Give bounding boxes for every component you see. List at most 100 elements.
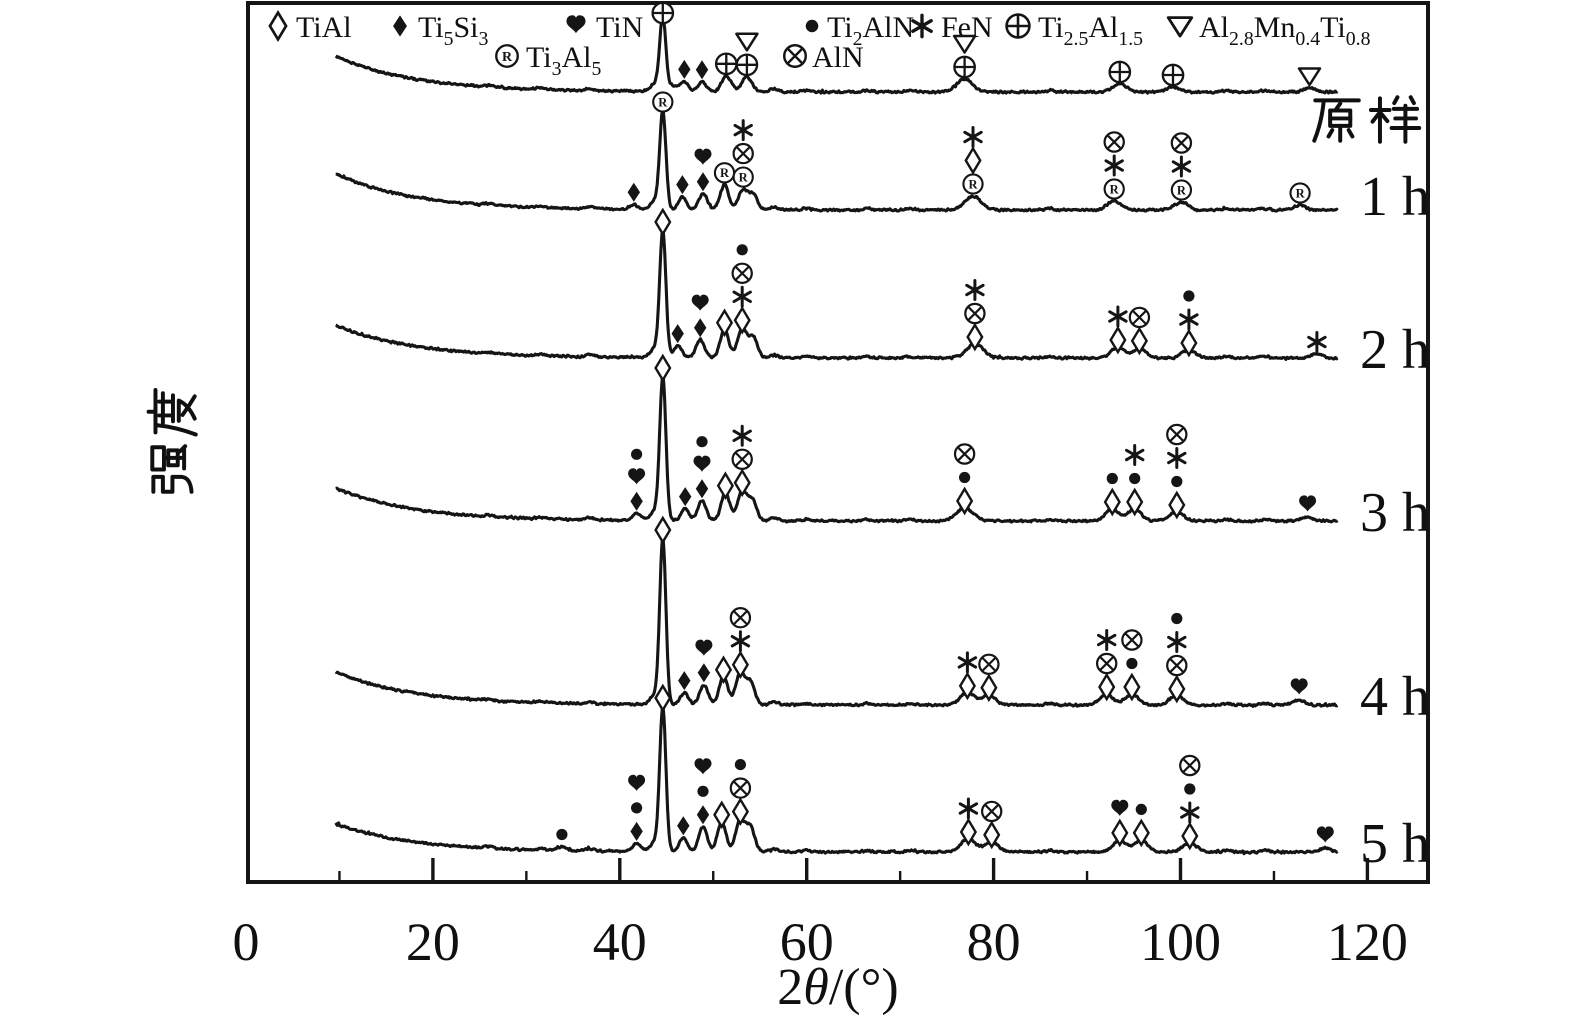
asterisk-icon — [1307, 331, 1327, 353]
diamondOpen-icon — [1103, 487, 1121, 517]
dot-icon — [631, 448, 643, 460]
circleX-icon — [729, 777, 752, 799]
circlePlus-icon — [735, 53, 759, 77]
diamondFilled-icon — [678, 59, 691, 79]
x-tick-label-120: 120 — [1327, 912, 1408, 972]
asterisk-icon — [1124, 444, 1145, 466]
svg-text:R: R — [720, 166, 730, 180]
x-tick-label-60: 60 — [780, 912, 834, 972]
dot-icon — [1129, 472, 1141, 485]
diamondOpen-icon — [956, 486, 974, 516]
diamondOpen-icon — [714, 655, 733, 685]
diamondFilled-icon — [630, 491, 643, 511]
svg-text:R: R — [739, 171, 749, 185]
dot-icon — [1106, 472, 1118, 485]
circleR-icon: R — [652, 91, 674, 113]
diamondFilled-icon — [696, 172, 710, 192]
diamondOpen-icon — [1126, 487, 1144, 517]
legend-label: Al2.8Mn0.4Ti0.8 — [1199, 11, 1371, 50]
circleX-icon — [1179, 754, 1201, 777]
legend-item-fen — [911, 13, 933, 39]
xrd-curve-2h — [334, 228, 1339, 361]
diamondOpen-icon — [1098, 672, 1116, 702]
diamondOpen-icon — [1130, 326, 1148, 356]
circlePlus-icon — [651, 1, 675, 25]
svg-text:R: R — [1110, 182, 1120, 196]
legend-triangleDown-icon — [1166, 16, 1194, 38]
heart-icon — [695, 639, 713, 656]
series-label-原样 — [1312, 95, 1422, 144]
circleX-icon — [953, 443, 976, 465]
heart-icon — [1111, 799, 1129, 816]
dot-icon — [1126, 657, 1138, 670]
heart-icon — [694, 148, 712, 165]
series-label-3h: 3 h — [1360, 482, 1430, 544]
circleX-icon — [732, 142, 754, 165]
asterisk-icon — [1096, 629, 1117, 651]
diamondOpen-icon — [1180, 328, 1198, 358]
circleX-icon — [729, 607, 752, 629]
series-label-4h: 4 h — [1360, 666, 1430, 728]
legend-item-ti3al5: R — [495, 44, 519, 68]
dot-icon — [1171, 475, 1183, 488]
heart-icon — [1316, 826, 1334, 843]
circleX-icon — [731, 448, 753, 470]
diamondFilled-icon — [695, 60, 709, 80]
diamondFilled-icon — [676, 175, 689, 195]
series-label-2h: 2 h — [1360, 319, 1430, 381]
asterisk-icon — [1171, 155, 1192, 178]
y-axis-title — [146, 388, 198, 494]
diamondOpen-icon — [966, 322, 984, 352]
diamondOpen-icon — [1168, 674, 1186, 704]
diamondOpen-icon — [731, 650, 749, 680]
circleR-icon: R — [962, 173, 984, 195]
legend-circleX-icon — [783, 44, 807, 68]
xrd-curve-4h — [334, 537, 1339, 708]
diamondFilled-icon — [671, 324, 684, 344]
diamondOpen-icon — [1111, 818, 1129, 848]
heart-icon — [691, 294, 709, 311]
asterisk-icon — [1167, 631, 1187, 653]
peak-markers: RR R R R R R — [556, 1, 1334, 851]
legend-dot-icon — [805, 19, 819, 33]
dot-icon — [736, 244, 748, 256]
legend-item-ti5si3 — [393, 15, 407, 37]
legend-item-al2.8mn0.4ti0.8 — [1166, 16, 1194, 38]
svg-text:R: R — [1177, 183, 1187, 197]
circleX-icon — [1103, 131, 1125, 153]
heart-icon — [1299, 495, 1317, 512]
circleX-icon — [1166, 654, 1188, 677]
circleR-icon: R — [1289, 182, 1311, 204]
diamondOpen-icon — [983, 820, 1001, 850]
circleX-icon — [1128, 306, 1151, 329]
diamondOpen-icon — [959, 817, 977, 847]
diamondOpen-icon — [980, 673, 998, 703]
legend-label: Ti5Si3 — [418, 11, 489, 50]
x-tick-label-20: 20 — [406, 912, 460, 972]
dot-icon — [959, 471, 971, 484]
legend-item-ti2.5al1.5 — [1005, 13, 1031, 39]
diamondFilled-icon — [678, 671, 691, 691]
x-axis-title: 2θ/(°) — [777, 959, 898, 1016]
series-labels: 1 h 2 h 3 h 4 h 5 h — [1312, 95, 1430, 875]
diamondOpen-icon — [716, 471, 734, 501]
legend-asterisk-icon — [911, 13, 933, 39]
dot-icon — [734, 759, 746, 771]
legend-heart-icon — [566, 15, 586, 34]
circleX-icon — [1095, 652, 1118, 675]
dot-icon — [1184, 783, 1196, 795]
legend-item-ti2aln — [805, 19, 819, 33]
diamondOpen-icon — [713, 800, 731, 830]
circleX-icon — [964, 302, 986, 325]
x-tick-label-100: 100 — [1140, 912, 1221, 972]
dot-icon — [1183, 290, 1195, 302]
dot-icon — [1135, 803, 1147, 815]
asterisk-icon — [963, 126, 983, 148]
asterisk-icon — [1179, 308, 1199, 331]
diamondFilled-icon — [696, 805, 710, 825]
diamondOpen-icon — [1181, 821, 1199, 851]
x-tick-label-0: 0 — [233, 912, 260, 972]
circleR-icon: R — [1170, 179, 1193, 201]
